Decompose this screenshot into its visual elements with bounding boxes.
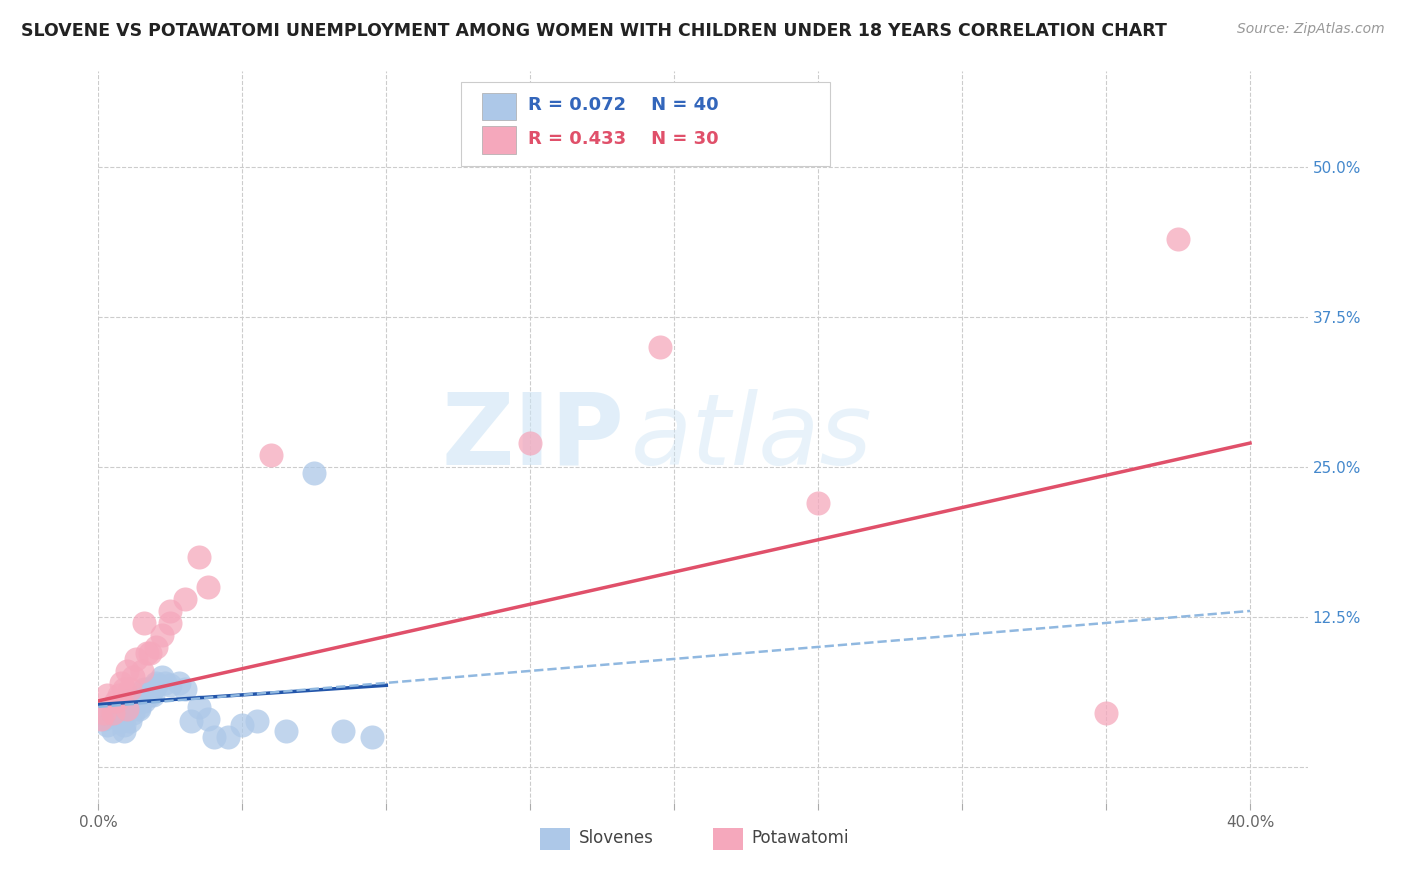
Point	[274, 723, 297, 738]
Point	[142, 688, 165, 702]
Point	[807, 496, 830, 510]
Point	[110, 676, 132, 690]
Point	[188, 699, 211, 714]
Point	[93, 706, 115, 720]
Point	[139, 646, 162, 660]
Point	[134, 615, 156, 630]
Point	[115, 694, 138, 708]
Point	[173, 681, 195, 696]
Text: Source: ZipAtlas.com: Source: ZipAtlas.com	[1237, 22, 1385, 37]
Point	[197, 580, 219, 594]
Bar	[713, 829, 742, 850]
Point	[112, 718, 135, 732]
Point	[101, 723, 124, 738]
Point	[150, 670, 173, 684]
Point	[145, 678, 167, 692]
Point	[153, 676, 176, 690]
Point	[136, 681, 159, 696]
FancyBboxPatch shape	[461, 82, 830, 167]
Point	[188, 549, 211, 564]
Point	[128, 699, 150, 714]
Point	[332, 723, 354, 738]
Text: R = 0.072    N = 40: R = 0.072 N = 40	[527, 96, 718, 114]
Point	[122, 670, 145, 684]
Point	[90, 712, 112, 726]
Point	[128, 702, 150, 716]
Point	[197, 712, 219, 726]
Point	[122, 706, 145, 720]
Point	[115, 664, 138, 678]
Point	[93, 712, 115, 726]
Point	[173, 591, 195, 606]
Bar	[540, 829, 569, 850]
Text: atlas: atlas	[630, 389, 872, 485]
Point	[304, 466, 326, 480]
Point	[112, 723, 135, 738]
Bar	[482, 93, 516, 120]
Text: R = 0.433    N = 30: R = 0.433 N = 30	[527, 129, 718, 148]
Point	[159, 604, 181, 618]
Point	[107, 688, 129, 702]
Point	[96, 688, 118, 702]
Point	[180, 714, 202, 729]
Point	[120, 714, 142, 729]
Text: ZIP: ZIP	[441, 389, 624, 485]
Point	[136, 646, 159, 660]
Point	[104, 709, 127, 723]
Point	[112, 681, 135, 696]
Point	[110, 714, 132, 729]
Point	[115, 702, 138, 716]
Point	[648, 340, 671, 354]
Point	[131, 688, 153, 702]
Point	[96, 718, 118, 732]
Point	[361, 730, 384, 744]
Point	[101, 706, 124, 720]
Point	[142, 681, 165, 696]
Point	[145, 640, 167, 654]
Point	[159, 678, 181, 692]
Point	[145, 676, 167, 690]
Point	[1167, 232, 1189, 246]
Text: Slovenes: Slovenes	[578, 829, 654, 847]
Point	[134, 681, 156, 696]
Point	[112, 706, 135, 720]
Point	[167, 676, 190, 690]
Point	[104, 694, 127, 708]
Text: Potawatomi: Potawatomi	[751, 829, 849, 847]
Point	[125, 652, 148, 666]
Point	[150, 628, 173, 642]
Point	[134, 694, 156, 708]
Point	[125, 694, 148, 708]
Point	[120, 681, 142, 696]
Bar	[482, 127, 516, 154]
Point	[231, 718, 253, 732]
Point	[217, 730, 239, 744]
Point	[1095, 706, 1118, 720]
Point	[159, 615, 181, 630]
Point	[139, 688, 162, 702]
Point	[115, 702, 138, 716]
Point	[131, 664, 153, 678]
Point	[246, 714, 269, 729]
Point	[260, 448, 283, 462]
Text: SLOVENE VS POTAWATOMI UNEMPLOYMENT AMONG WOMEN WITH CHILDREN UNDER 18 YEARS CORR: SLOVENE VS POTAWATOMI UNEMPLOYMENT AMONG…	[21, 22, 1167, 40]
Point	[202, 730, 225, 744]
Point	[519, 436, 541, 450]
